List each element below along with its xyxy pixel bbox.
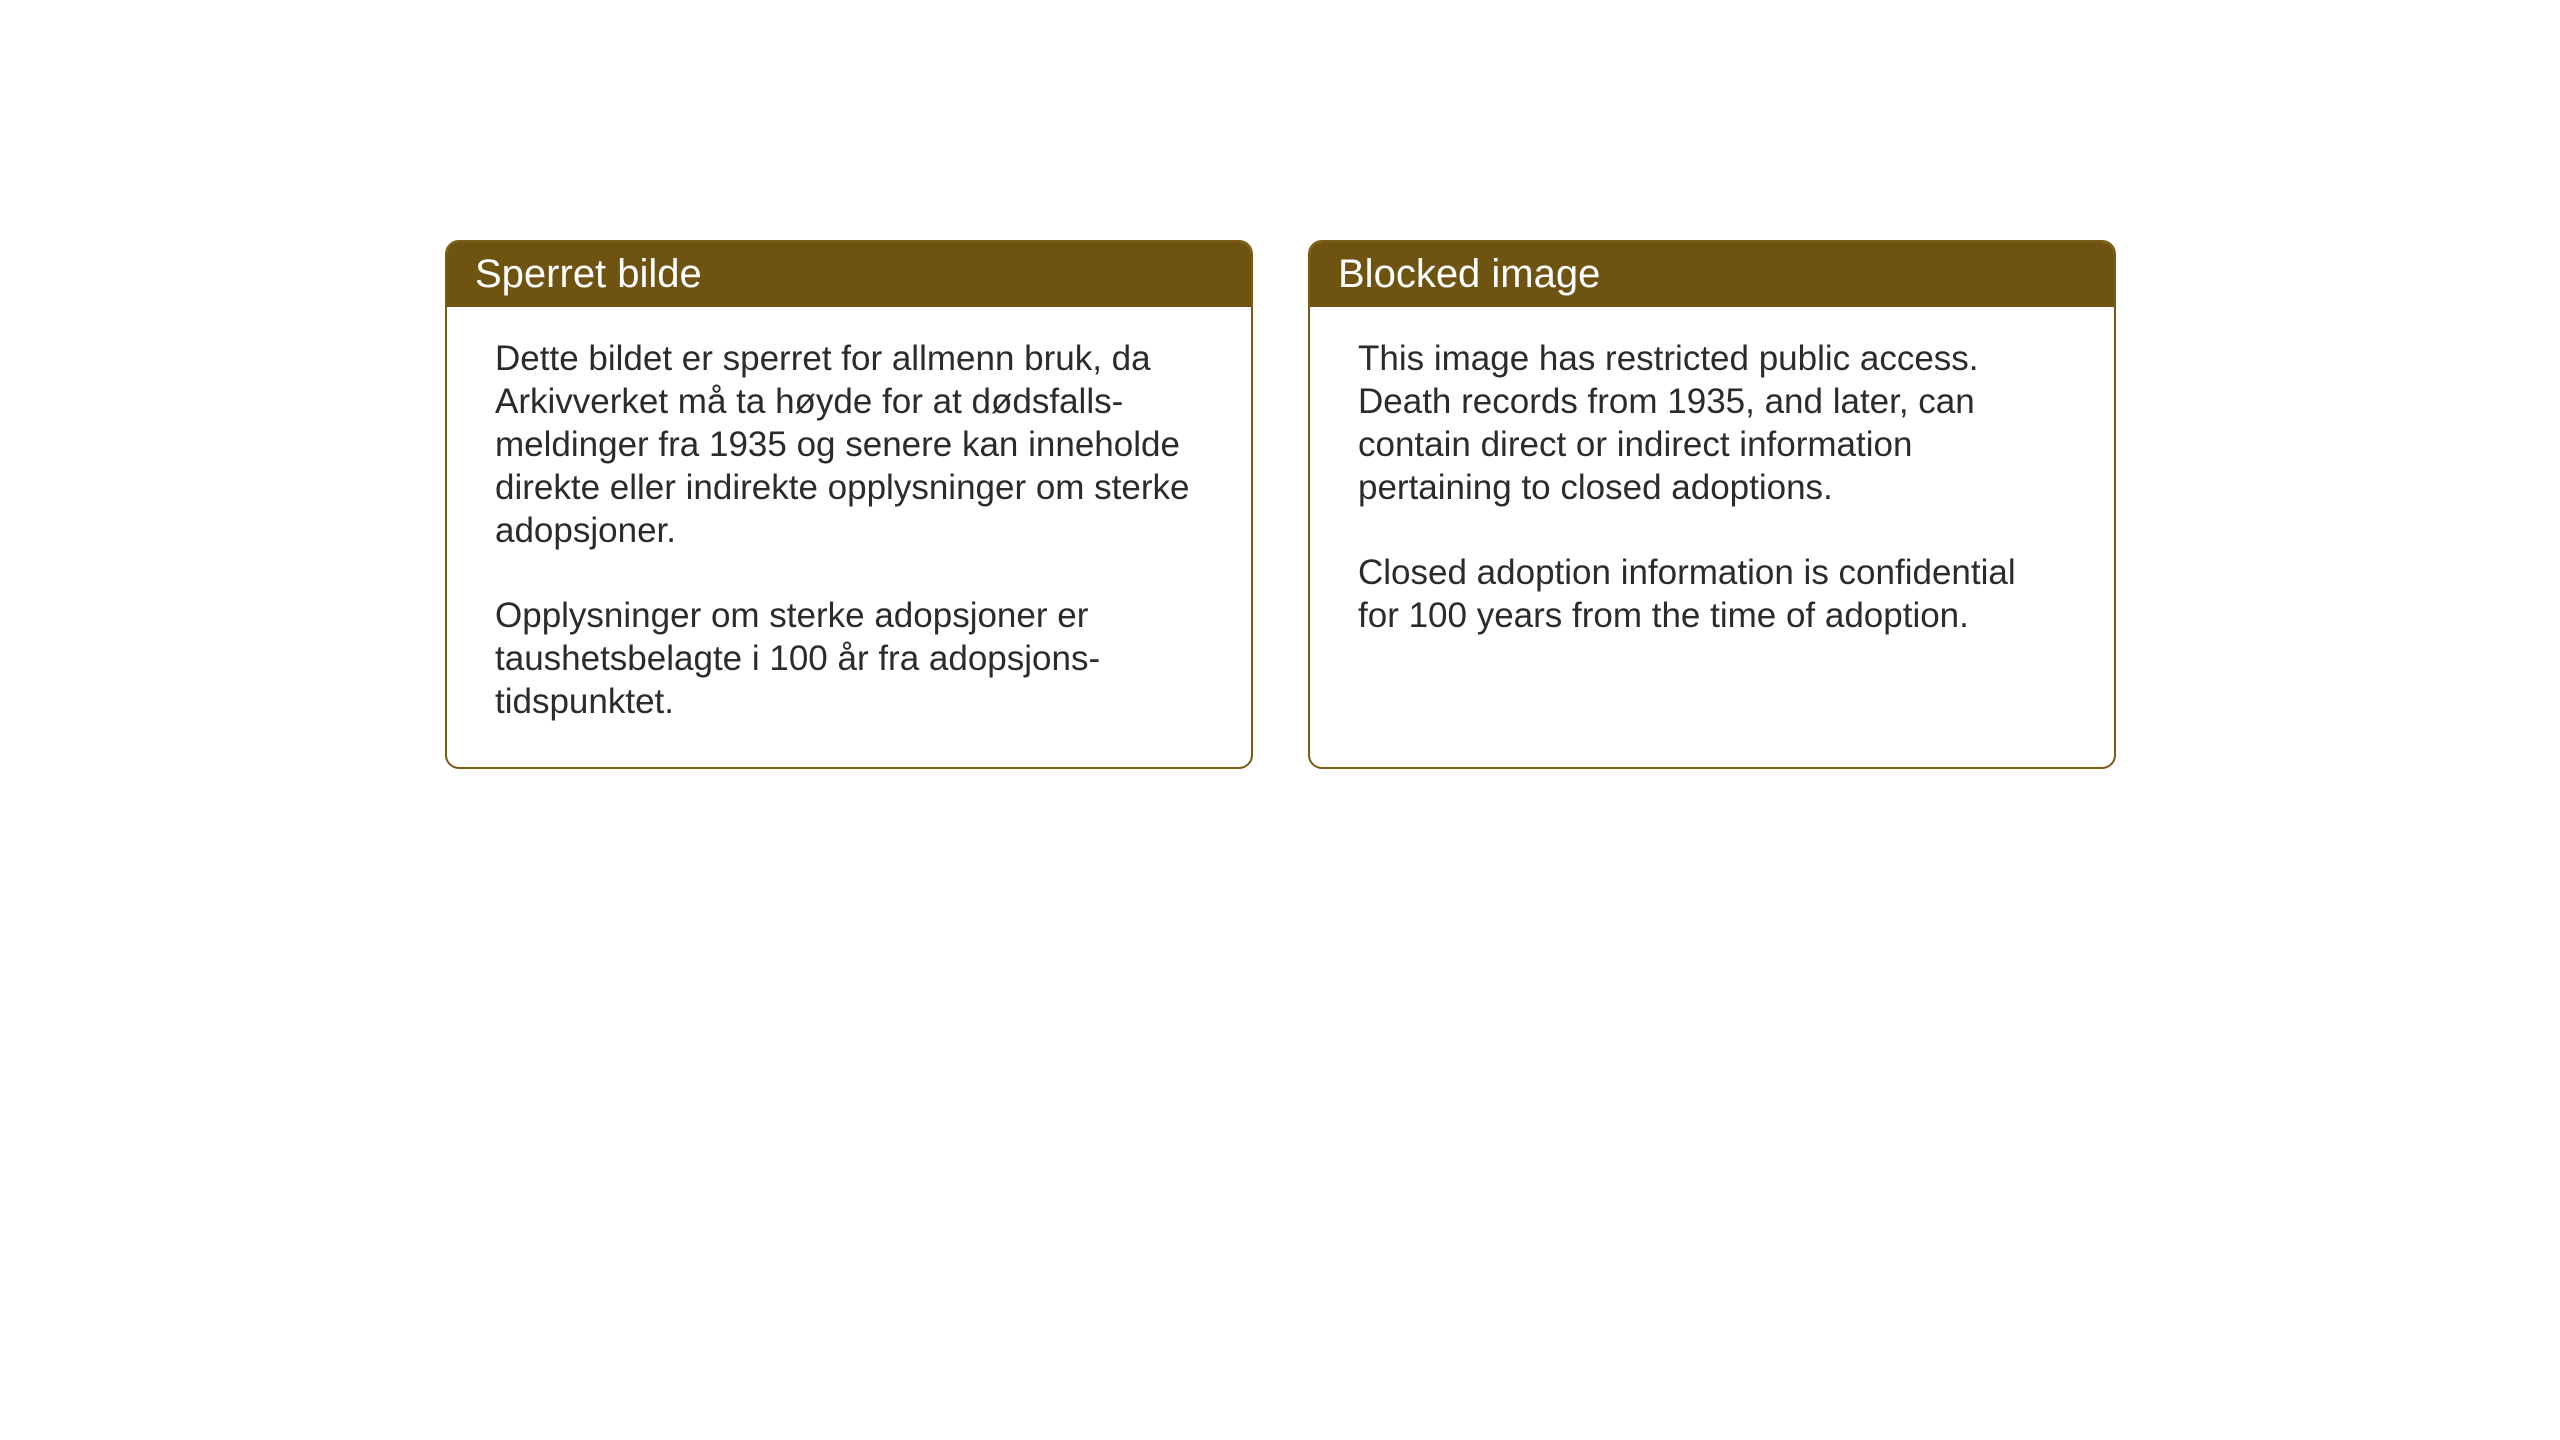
norwegian-card-body: Dette bildet er sperret for allmenn bruk… xyxy=(447,307,1251,767)
norwegian-card-header: Sperret bilde xyxy=(447,242,1251,307)
english-paragraph-2: Closed adoption information is confident… xyxy=(1358,551,2066,637)
norwegian-card: Sperret bilde Dette bildet er sperret fo… xyxy=(445,240,1253,769)
english-card-body: This image has restricted public access.… xyxy=(1310,307,2114,681)
english-card-title: Blocked image xyxy=(1338,252,1600,296)
english-paragraph-1: This image has restricted public access.… xyxy=(1358,337,2066,509)
english-card: Blocked image This image has restricted … xyxy=(1308,240,2116,769)
norwegian-paragraph-1: Dette bildet er sperret for allmenn bruk… xyxy=(495,337,1203,552)
norwegian-card-title: Sperret bilde xyxy=(475,252,702,296)
cards-container: Sperret bilde Dette bildet er sperret fo… xyxy=(445,240,2116,769)
english-card-header: Blocked image xyxy=(1310,242,2114,307)
norwegian-paragraph-2: Opplysninger om sterke adopsjoner er tau… xyxy=(495,594,1203,723)
